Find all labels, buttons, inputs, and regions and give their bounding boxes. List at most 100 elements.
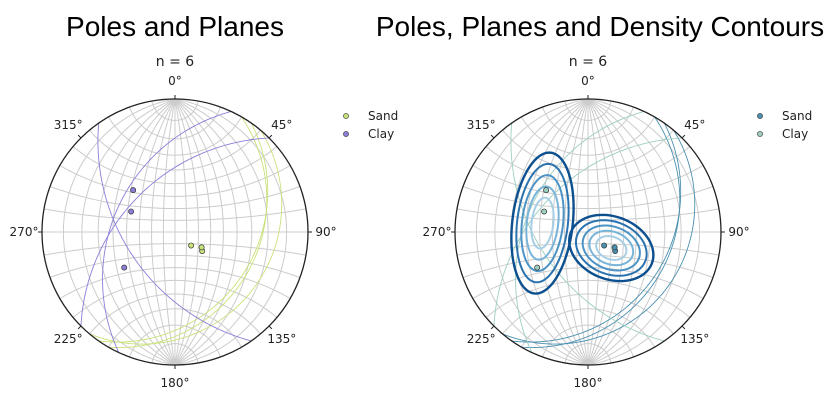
pole-point (541, 208, 548, 215)
azimuth-tick (490, 134, 495, 139)
parallel-line (49, 186, 301, 210)
legend-marker-sand (343, 113, 349, 119)
parallel-line (72, 146, 278, 185)
meridian-line (174, 98, 238, 366)
meridian-line (587, 98, 637, 366)
parallel-line (108, 308, 242, 348)
parallel-line (43, 243, 307, 256)
meridian-line (587, 98, 651, 366)
contour-line (520, 174, 565, 273)
meridian-line (174, 98, 224, 366)
plane-trace (521, 116, 681, 348)
plane-trace (493, 137, 683, 327)
meridian-line (587, 98, 682, 366)
azimuth-tick (77, 134, 82, 139)
pole-point (601, 242, 608, 249)
density-contours (510, 151, 655, 295)
meridian-line (585, 98, 701, 366)
pole-point (128, 208, 135, 215)
pole-point (130, 187, 137, 194)
plane-trace (511, 122, 682, 343)
legend-marker-clay (757, 131, 763, 137)
parallel-line (502, 129, 674, 171)
parallel-line (521, 116, 655, 156)
meridian-line (174, 98, 188, 366)
parallel-line (564, 343, 612, 364)
parallel-line (502, 293, 674, 335)
primitive-circle (41, 98, 309, 366)
parallel-line (462, 186, 714, 210)
legend-label-clay: Clay (782, 127, 808, 141)
legend-marker-clay (343, 131, 349, 137)
left-chart-title: Poles and Planes (66, 11, 284, 42)
parallel-line (472, 165, 704, 197)
left-legend: Sand Clay (343, 109, 398, 141)
pole-point (543, 187, 550, 194)
parallel-line (564, 100, 612, 121)
azimuth-label: 180° (574, 376, 603, 390)
azimuth-label: 270° (10, 225, 39, 239)
azimuth-label: 45° (271, 118, 292, 132)
plane-trace (102, 111, 232, 353)
azimuth-label: 225° (467, 332, 496, 346)
legend-label-sand: Sand (782, 109, 812, 123)
stereonet-grid (42, 98, 308, 366)
right-chart-title: Poles, Planes and Density Contours (376, 11, 824, 42)
plane-traces (493, 111, 696, 353)
legend-label-clay: Clay (368, 127, 394, 141)
plane-trace (98, 122, 269, 343)
parallel-line (49, 254, 301, 278)
plane-trace (501, 128, 696, 345)
azimuth-label: 90° (315, 225, 336, 239)
left-chart-subtitle: n = 6 (156, 54, 195, 70)
parallel-line (59, 267, 291, 299)
plane-trace (80, 137, 270, 327)
parallel-line (89, 293, 261, 335)
parallel-line (485, 146, 691, 185)
right-chart-subtitle: n = 6 (569, 54, 608, 70)
right-stereonet: 0° 45° 90° 135° 180° 225° 270° 315° (423, 74, 750, 390)
plane-traces (80, 111, 283, 353)
contour-line (530, 196, 555, 250)
meridian-line (587, 98, 625, 366)
azimuth-tick (681, 134, 686, 139)
plane-trace (88, 128, 283, 345)
meridian-line (172, 98, 288, 366)
right-legend: Sand Clay (757, 109, 812, 141)
contour-line (525, 185, 560, 261)
pole-points (121, 187, 206, 271)
azimuth-label: 270° (423, 225, 452, 239)
pole-point (121, 264, 128, 271)
azimuth-label: 135° (680, 332, 709, 346)
azimuth-label: 315° (467, 118, 496, 132)
parallel-line (43, 208, 307, 221)
contour-line (515, 162, 570, 284)
contour-line (574, 219, 648, 277)
contour-line (588, 229, 635, 267)
meridian-line (174, 98, 199, 366)
pole-points (534, 187, 619, 271)
parallel-line (89, 129, 261, 171)
parallel-line (542, 106, 634, 140)
azimuth-tick (77, 325, 82, 330)
contour-line (510, 151, 575, 295)
plane-trace (515, 111, 645, 353)
azimuth-tick (490, 325, 495, 330)
azimuth-tick (681, 325, 686, 330)
plane-trace (510, 123, 665, 342)
contour-line (595, 235, 628, 261)
pole-point (188, 242, 195, 249)
azimuth-tick (268, 134, 273, 139)
parallel-line (456, 243, 720, 256)
parallel-line (151, 343, 199, 364)
meridian-line (587, 98, 612, 366)
azimuth-label: 90° (728, 225, 749, 239)
azimuth-label: 225° (54, 332, 83, 346)
parallel-line (521, 308, 655, 348)
parallel-line (59, 165, 291, 197)
azimuth-label: 180° (161, 376, 190, 390)
parallel-line (456, 208, 720, 221)
pole-point (198, 244, 205, 251)
azimuth-label: 135° (267, 332, 296, 346)
